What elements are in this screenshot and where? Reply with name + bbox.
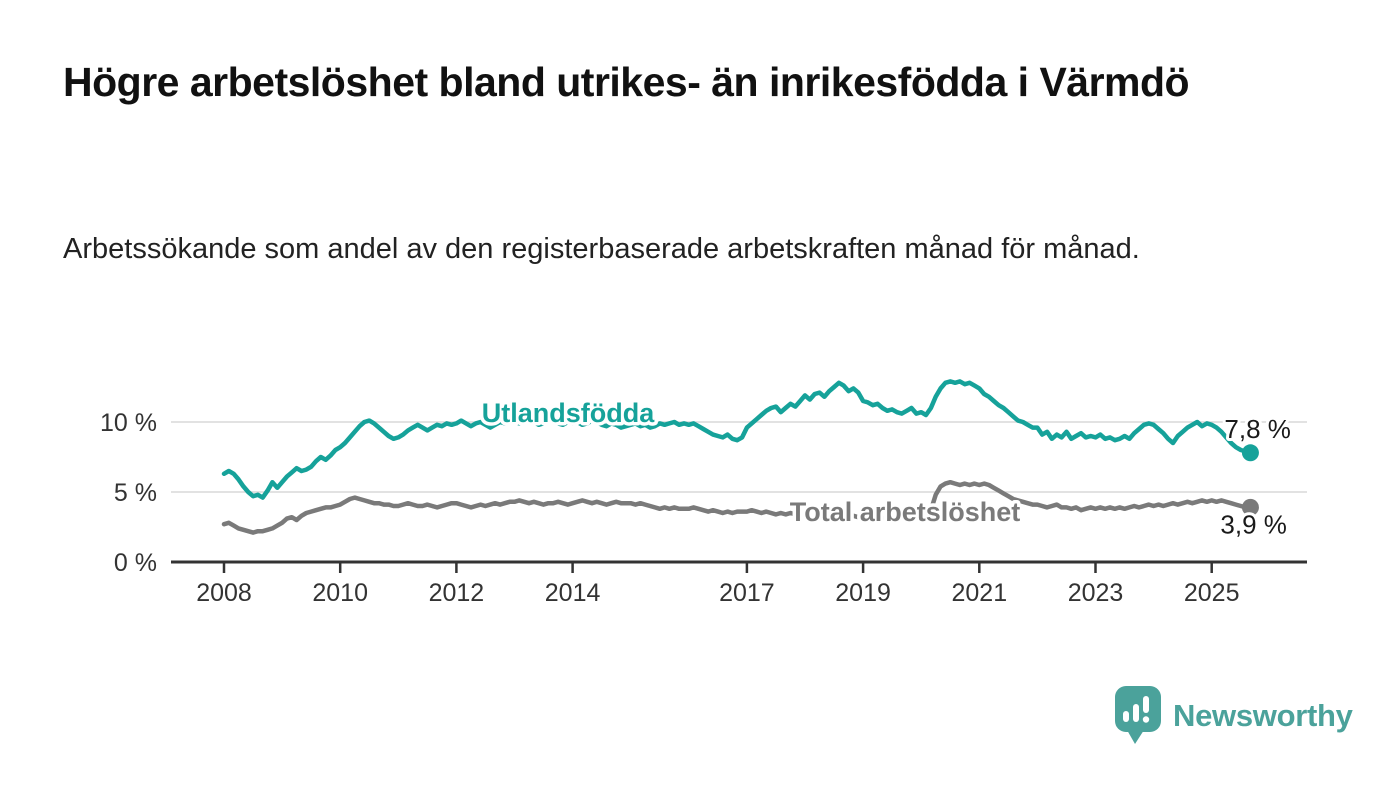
y-tick-label: 5 % xyxy=(114,479,157,507)
series-name-label-0: Utlandsfödda xyxy=(482,398,655,428)
series-end-value-label-1: 3,9 % xyxy=(1220,509,1287,539)
y-tick-label: 0 % xyxy=(114,549,157,577)
series-end-dot-0 xyxy=(1241,444,1259,462)
x-tick-label: 2010 xyxy=(312,579,368,607)
newsworthy-logo-text: Newsworthy xyxy=(1173,698,1353,733)
series-line-1 xyxy=(221,479,1253,535)
x-tick-label: 2012 xyxy=(429,579,485,607)
x-tick-label: 2019 xyxy=(835,579,891,607)
x-tick-label: 2023 xyxy=(1068,579,1124,607)
x-tick-label: 2021 xyxy=(951,579,1007,607)
x-tick-label: 2008 xyxy=(196,579,252,607)
x-tick-label: 2025 xyxy=(1184,579,1240,607)
x-tick-label: 2017 xyxy=(719,579,775,607)
series-end-value-label-0: 7,8 % xyxy=(1224,414,1291,444)
chart-title: Högre arbetslöshet bland utrikes- än inr… xyxy=(63,59,1190,105)
series-end-dot-1 xyxy=(1241,498,1259,516)
series-line-0 xyxy=(221,379,1253,500)
chart-subtitle: Arbetssökande som andel av den registerb… xyxy=(63,233,1140,265)
y-tick-label: 10 % xyxy=(100,409,157,437)
speech-bubble-bar-chart-icon xyxy=(1115,686,1161,744)
x-tick-label: 2014 xyxy=(545,579,601,607)
series-name-label-1: Total arbetslöshet xyxy=(790,497,1021,527)
newsworthy-logo: Newsworthy xyxy=(1115,686,1353,746)
